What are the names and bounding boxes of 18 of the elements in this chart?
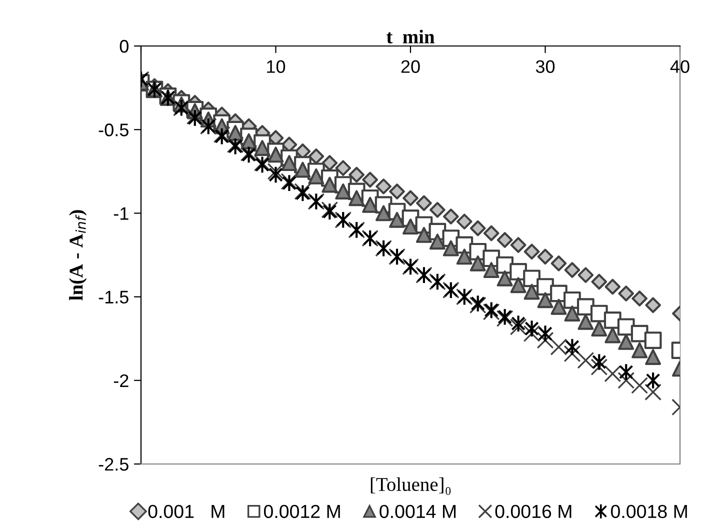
x-tick-label: 20 (401, 60, 420, 73)
legend-label: 0.001 M (148, 504, 224, 518)
y-tick-label: -2.5 (98, 458, 128, 471)
y-tick-label: -1 (114, 207, 128, 220)
legend-title: [Toluene]₀ (370, 477, 451, 495)
y-tick-label: 0 (120, 40, 128, 53)
x-axis-title: t min (386, 30, 435, 44)
y-axis-title: ln(A - A$_{inf}$) (69, 210, 87, 300)
y-tick-label: -2 (114, 374, 128, 387)
legend-label: 0.0018 M (610, 504, 687, 518)
x-tick-label: 30 (536, 60, 555, 73)
y-tick-label: -0.5 (98, 124, 128, 136)
legend-label: 0.0016 M (495, 504, 572, 518)
legend-label: 0.0014 M (380, 504, 456, 518)
y-tick-label: -1.5 (98, 290, 128, 304)
x-tick-label: 10 (267, 60, 286, 73)
legend-label: 0.0012 M (264, 504, 340, 518)
x-tick-label: 40 (670, 60, 690, 73)
